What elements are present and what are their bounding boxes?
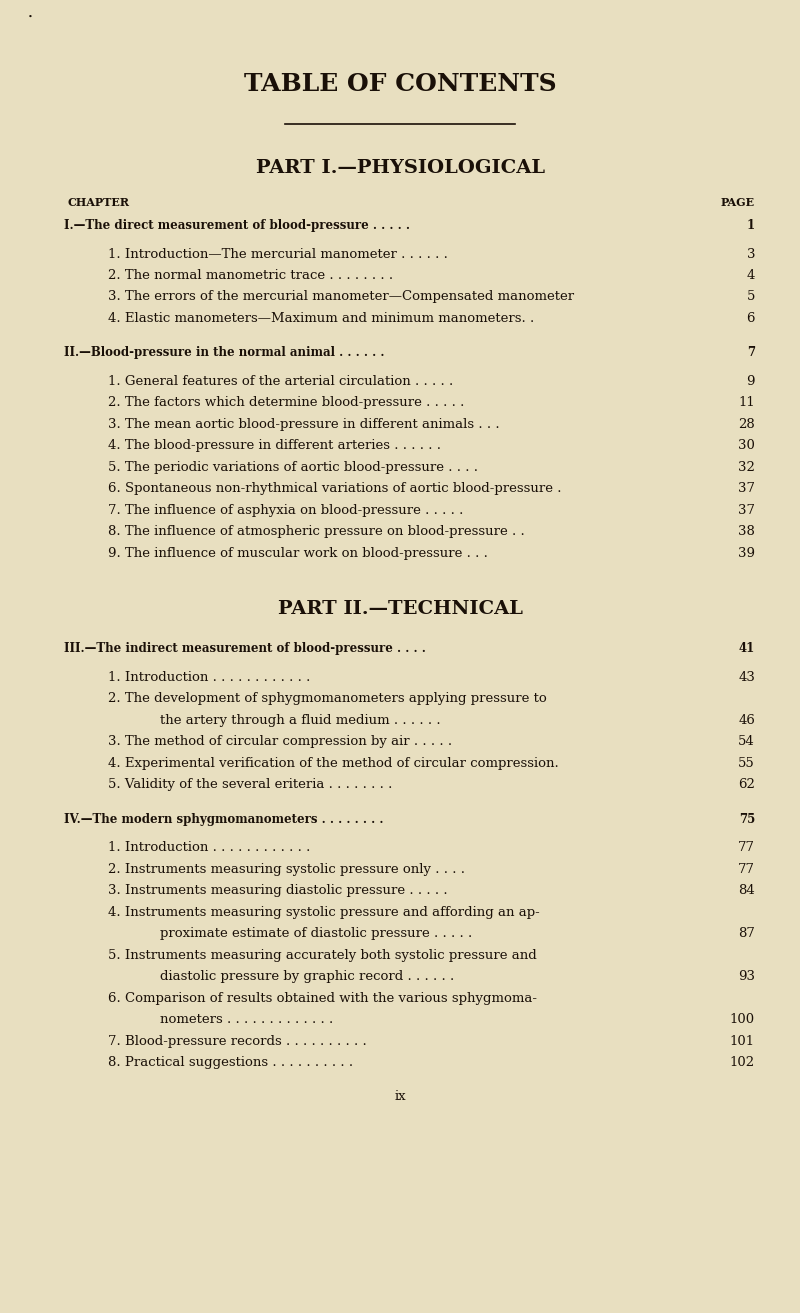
Text: the artery through a fluid medium . . . . . .: the artery through a fluid medium . . . … — [143, 714, 441, 727]
Text: 46: 46 — [738, 714, 755, 727]
Text: ix: ix — [394, 1090, 406, 1103]
Text: 4. Instruments measuring systolic pressure and affording an ap-: 4. Instruments measuring systolic pressu… — [108, 906, 540, 919]
Text: 1: 1 — [747, 219, 755, 232]
Text: 54: 54 — [738, 735, 755, 748]
Text: 1. General features of the arterial circulation . . . . .: 1. General features of the arterial circ… — [108, 376, 454, 389]
Text: IV.—The modern sphygmomanometers . . . . . . . .: IV.—The modern sphygmomanometers . . . .… — [64, 813, 383, 826]
Text: 6: 6 — [746, 312, 755, 326]
Text: 8. The influence of atmospheric pressure on blood-pressure . .: 8. The influence of atmospheric pressure… — [108, 525, 525, 538]
Text: TABLE OF CONTENTS: TABLE OF CONTENTS — [244, 72, 556, 96]
Text: 37: 37 — [738, 482, 755, 495]
Text: 62: 62 — [738, 779, 755, 792]
Text: 2. The development of sphygmomanometers applying pressure to: 2. The development of sphygmomanometers … — [108, 692, 546, 705]
Text: 84: 84 — [738, 885, 755, 898]
Text: 9. The influence of muscular work on blood-pressure . . .: 9. The influence of muscular work on blo… — [108, 548, 488, 561]
Text: 9: 9 — [746, 376, 755, 389]
Text: 7: 7 — [747, 347, 755, 360]
Text: 3. Instruments measuring diastolic pressure . . . . .: 3. Instruments measuring diastolic press… — [108, 885, 448, 898]
Text: 4. Experimental verification of the method of circular compression.: 4. Experimental verification of the meth… — [108, 758, 558, 769]
Text: 102: 102 — [730, 1057, 755, 1070]
Text: 41: 41 — [738, 642, 755, 655]
Text: •: • — [28, 13, 33, 21]
Text: 77: 77 — [738, 842, 755, 855]
Text: 93: 93 — [738, 970, 755, 983]
Text: 4. Elastic manometers—Maximum and minimum manometers. .: 4. Elastic manometers—Maximum and minimu… — [108, 312, 534, 326]
Text: 2. The normal manometric trace . . . . . . . .: 2. The normal manometric trace . . . . .… — [108, 269, 393, 282]
Text: 3: 3 — [746, 247, 755, 260]
Text: 30: 30 — [738, 440, 755, 453]
Text: 55: 55 — [738, 758, 755, 769]
Text: 7. Blood-pressure records . . . . . . . . . .: 7. Blood-pressure records . . . . . . . … — [108, 1035, 366, 1048]
Text: 6. Comparison of results obtained with the various sphygmoma-: 6. Comparison of results obtained with t… — [108, 993, 537, 1004]
Text: CHAPTER: CHAPTER — [67, 197, 129, 207]
Text: 87: 87 — [738, 927, 755, 940]
Text: 5. Validity of the several eriteria . . . . . . . .: 5. Validity of the several eriteria . . … — [108, 779, 392, 792]
Text: 37: 37 — [738, 504, 755, 517]
Text: 2. Instruments measuring systolic pressure only . . . .: 2. Instruments measuring systolic pressu… — [108, 863, 465, 876]
Text: nometers . . . . . . . . . . . . .: nometers . . . . . . . . . . . . . — [143, 1014, 334, 1027]
Text: II.—Blood-pressure in the normal animal . . . . . .: II.—Blood-pressure in the normal animal … — [64, 347, 385, 360]
Text: 3. The errors of the mercurial manometer—Compensated manometer: 3. The errors of the mercurial manometer… — [108, 290, 574, 303]
Text: diastolic pressure by graphic record . . . . . .: diastolic pressure by graphic record . .… — [143, 970, 454, 983]
Text: 2. The factors which determine blood-pressure . . . . .: 2. The factors which determine blood-pre… — [108, 397, 464, 410]
Text: 6. Spontaneous non-rhythmical variations of aortic blood-pressure .: 6. Spontaneous non-rhythmical variations… — [108, 482, 562, 495]
Text: I.—The direct measurement of blood-pressure . . . . .: I.—The direct measurement of blood-press… — [64, 219, 410, 232]
Text: 5. The periodic variations of aortic blood-pressure . . . .: 5. The periodic variations of aortic blo… — [108, 461, 478, 474]
Text: 77: 77 — [738, 863, 755, 876]
Text: III.—The indirect measurement of blood-pressure . . . .: III.—The indirect measurement of blood-p… — [64, 642, 426, 655]
Text: 3. The mean aortic blood-pressure in different animals . . .: 3. The mean aortic blood-pressure in dif… — [108, 418, 500, 431]
Text: 43: 43 — [738, 671, 755, 684]
Text: 11: 11 — [738, 397, 755, 410]
Text: PART I.—PHYSIOLOGICAL: PART I.—PHYSIOLOGICAL — [255, 159, 545, 177]
Text: 39: 39 — [738, 548, 755, 561]
Text: 7. The influence of asphyxia on blood-pressure . . . . .: 7. The influence of asphyxia on blood-pr… — [108, 504, 463, 517]
Text: 32: 32 — [738, 461, 755, 474]
Text: 1. Introduction . . . . . . . . . . . .: 1. Introduction . . . . . . . . . . . . — [108, 842, 310, 855]
Text: 38: 38 — [738, 525, 755, 538]
Text: 8. Practical suggestions . . . . . . . . . .: 8. Practical suggestions . . . . . . . .… — [108, 1057, 353, 1070]
Text: 5. Instruments measuring accurately both systolic pressure and: 5. Instruments measuring accurately both… — [108, 949, 537, 962]
Text: 1. Introduction . . . . . . . . . . . .: 1. Introduction . . . . . . . . . . . . — [108, 671, 310, 684]
Text: 28: 28 — [738, 418, 755, 431]
Text: 75: 75 — [738, 813, 755, 826]
Text: 4. The blood-pressure in different arteries . . . . . .: 4. The blood-pressure in different arter… — [108, 440, 441, 453]
Text: 4: 4 — [746, 269, 755, 282]
Text: PART II.—TECHNICAL: PART II.—TECHNICAL — [278, 600, 522, 618]
Text: 101: 101 — [730, 1035, 755, 1048]
Text: proximate estimate of diastolic pressure . . . . .: proximate estimate of diastolic pressure… — [143, 927, 472, 940]
Text: 100: 100 — [730, 1014, 755, 1027]
Text: 1. Introduction—The mercurial manometer . . . . . .: 1. Introduction—The mercurial manometer … — [108, 247, 448, 260]
Text: PAGE: PAGE — [721, 197, 755, 207]
Text: 3. The method of circular compression by air . . . . .: 3. The method of circular compression by… — [108, 735, 452, 748]
Text: 5: 5 — [746, 290, 755, 303]
